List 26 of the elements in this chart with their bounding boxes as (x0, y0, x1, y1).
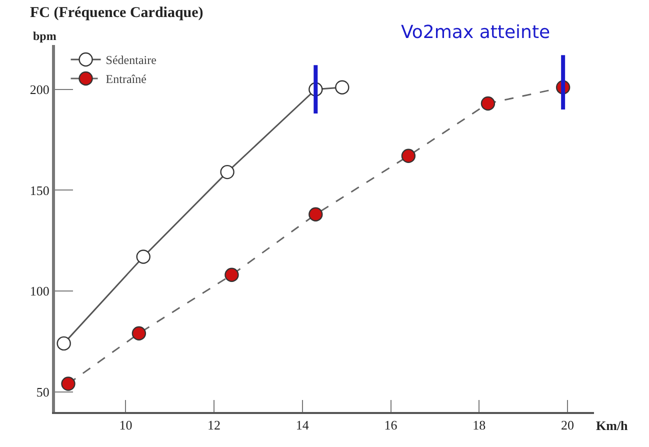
y-tick-label: 50 (36, 384, 50, 400)
x-tick-label: 20 (560, 418, 574, 433)
point (56, 336, 71, 351)
x-tick-label: 12 (208, 418, 221, 433)
legend-label: Entraîné (106, 72, 146, 86)
point (401, 148, 416, 164)
y-tick-label: 200 (30, 82, 50, 97)
y-tick-label: 100 (30, 284, 50, 299)
x-axis-title: Km/h (596, 418, 629, 433)
point (132, 326, 146, 340)
point (335, 80, 350, 94)
text: Vo2max atteinte (401, 22, 550, 43)
point (308, 207, 323, 222)
point (220, 164, 234, 180)
x-tick-label: 10 (119, 418, 132, 433)
y-axis-title: bpm (33, 29, 56, 43)
legend-label: Sédentaire (106, 53, 156, 68)
point (61, 376, 76, 391)
x-tick-label: 16 (384, 418, 398, 433)
point (224, 268, 239, 282)
point (480, 96, 496, 111)
point (136, 250, 150, 264)
x-tick-label: 18 (472, 418, 486, 433)
y-tick-label: 150 (30, 182, 50, 198)
chart-title: FC (Fréquence Cardiaque) (30, 5, 204, 21)
x-tick-label: 14 (296, 418, 310, 433)
